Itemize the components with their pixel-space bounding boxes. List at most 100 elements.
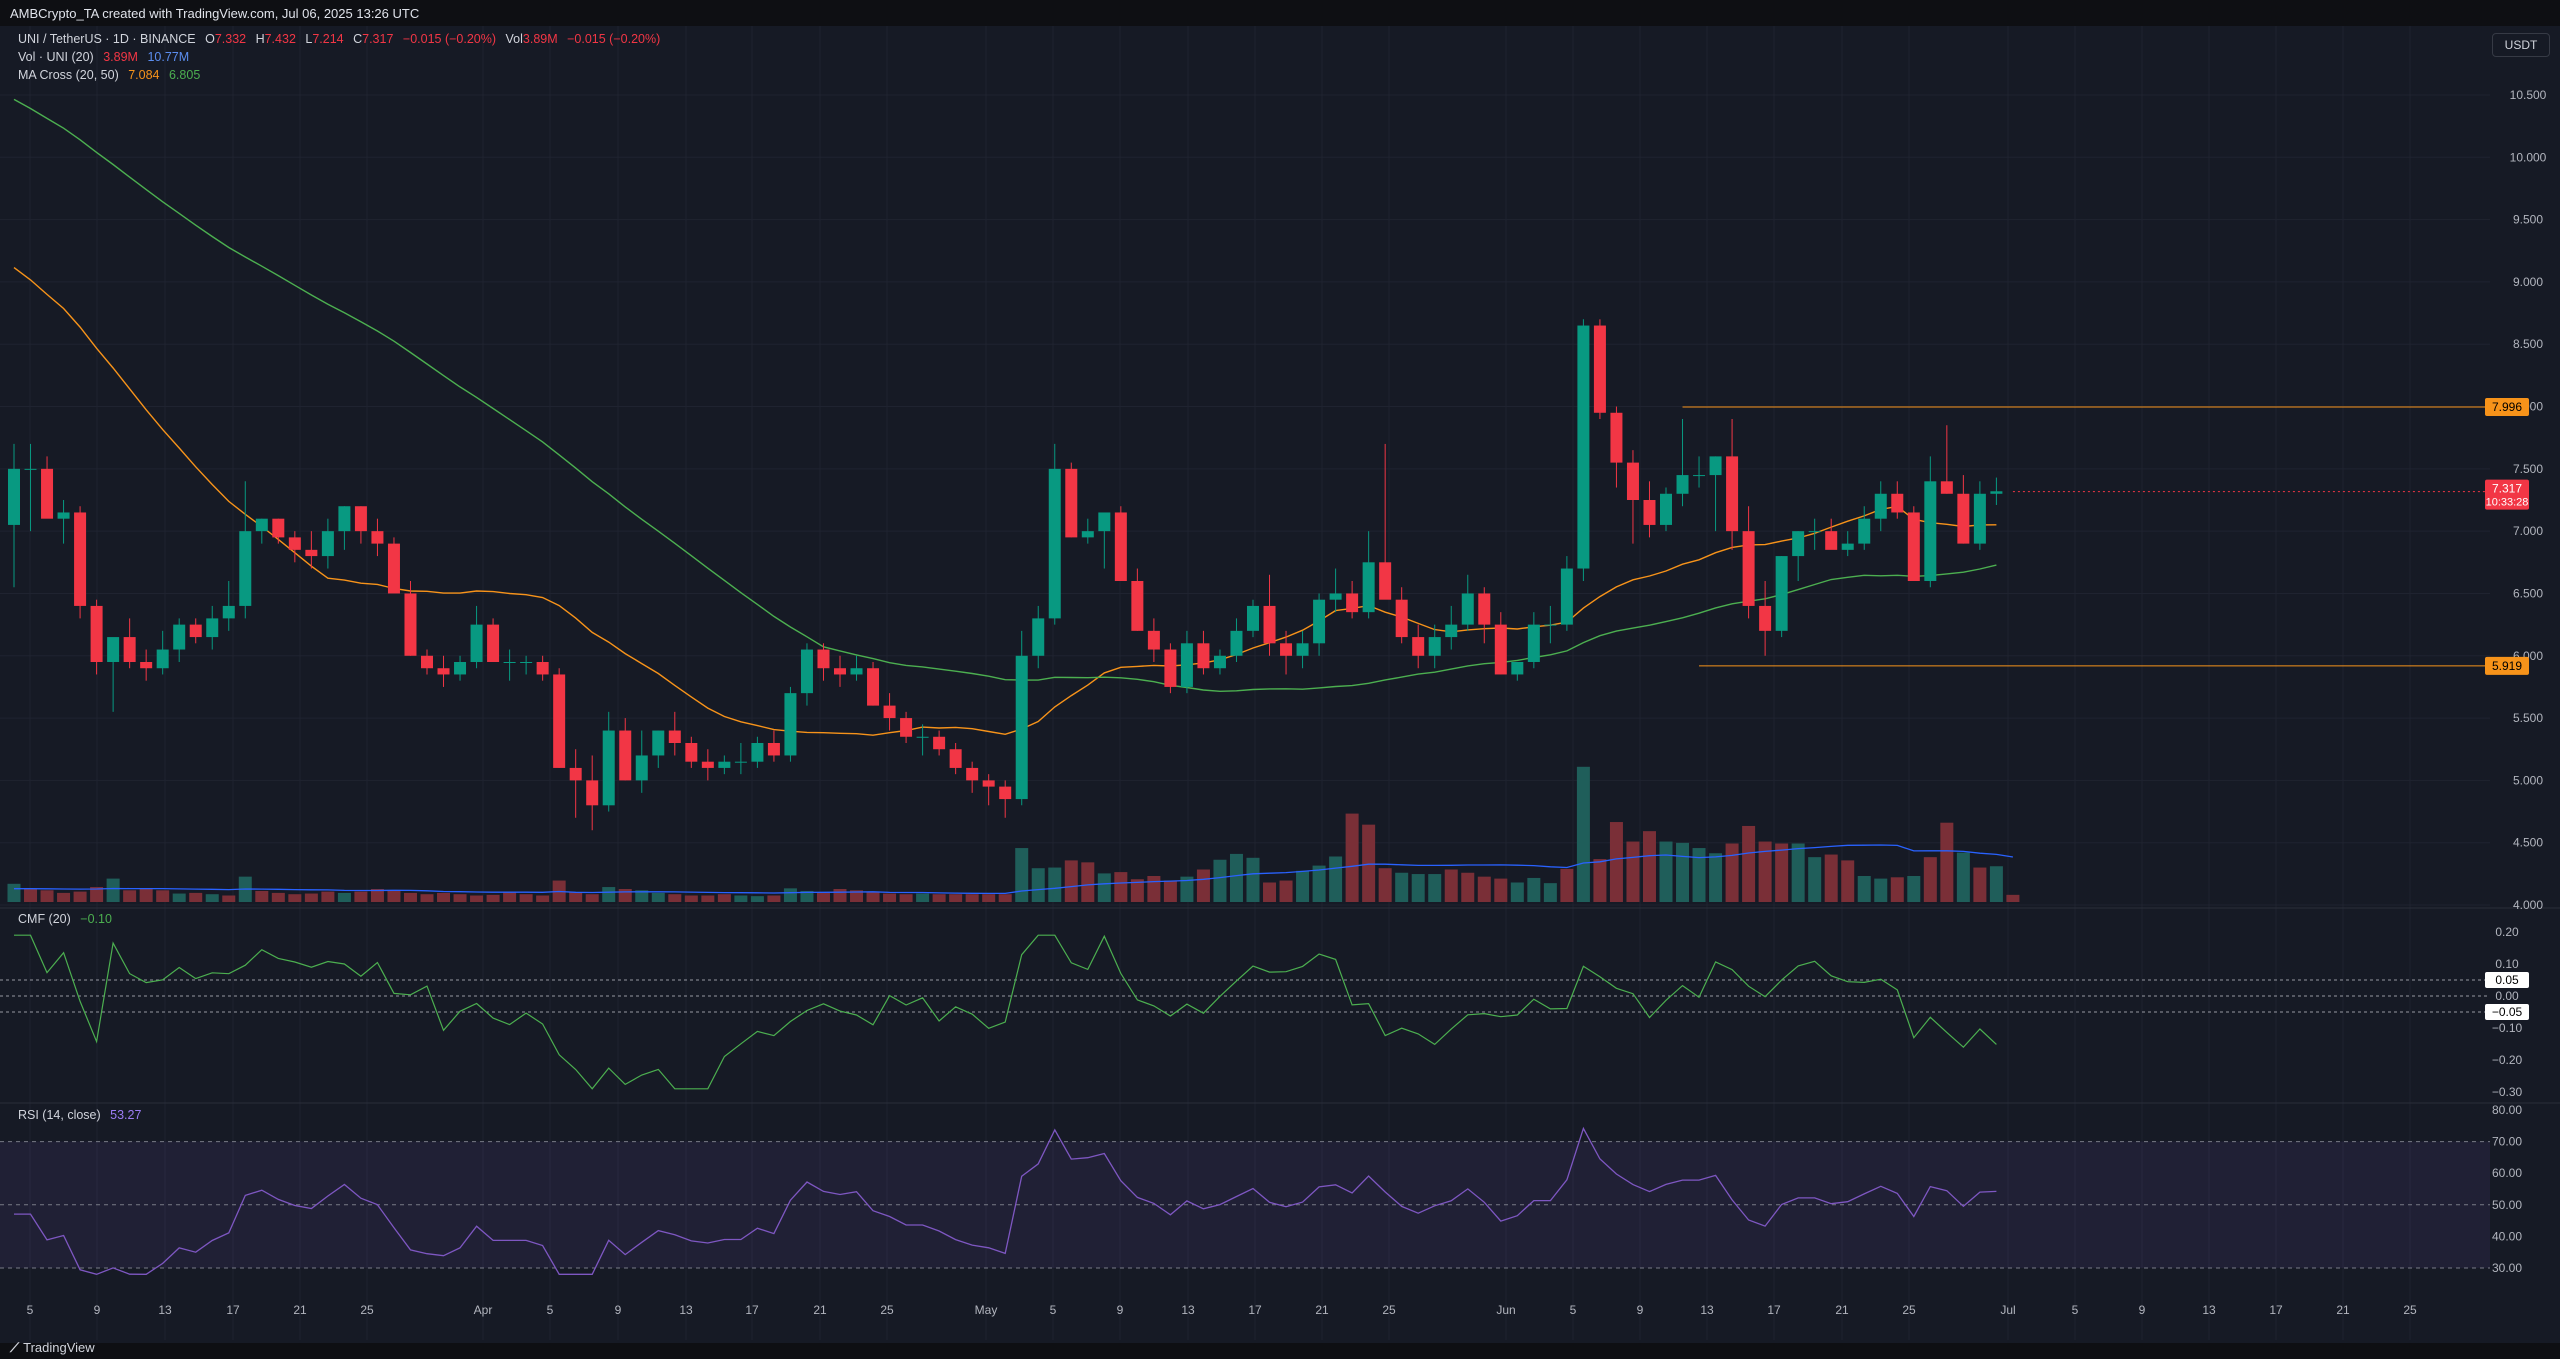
countdown-tag: 10:33:28 bbox=[2486, 497, 2529, 509]
volume-bar bbox=[850, 890, 864, 902]
volume-bar bbox=[1279, 880, 1293, 902]
volume-bar bbox=[602, 887, 616, 902]
volume-indicator-label: Vol · UNI (20) bbox=[18, 50, 94, 64]
volume-bar bbox=[1263, 882, 1277, 902]
candle-body bbox=[387, 543, 400, 594]
candle-body bbox=[1693, 475, 1706, 477]
candle-body bbox=[520, 662, 533, 663]
volume-bar bbox=[1229, 853, 1243, 902]
volume-bars bbox=[7, 766, 2020, 902]
volume-bar bbox=[998, 894, 1012, 902]
candle-body bbox=[1412, 637, 1425, 656]
candle-body bbox=[1874, 493, 1887, 519]
time-tick-label: 25 bbox=[2403, 1303, 2417, 1317]
candle-body bbox=[635, 755, 648, 781]
volume-bar bbox=[1593, 859, 1607, 902]
candle-body bbox=[1395, 599, 1408, 638]
time-tick-label: 13 bbox=[679, 1303, 693, 1317]
currency-button[interactable]: USDT bbox=[2492, 33, 2550, 57]
rsi-tick-label: 80.00 bbox=[2492, 1103, 2522, 1117]
time-tick-label: 9 bbox=[615, 1303, 622, 1317]
price-tick-label: 6.500 bbox=[2513, 586, 2543, 600]
volume-bar bbox=[1180, 876, 1194, 902]
candle-body bbox=[57, 512, 70, 519]
candle-body bbox=[1362, 562, 1375, 613]
time-tick-label: May bbox=[975, 1303, 998, 1317]
candle-body bbox=[503, 662, 516, 663]
candle-body bbox=[272, 518, 285, 538]
candle-body bbox=[107, 637, 120, 662]
volume-bar bbox=[866, 892, 880, 902]
indicator-lines bbox=[13, 98, 2490, 1275]
candle-body bbox=[404, 593, 417, 656]
time-tick-label: 25 bbox=[1902, 1303, 1916, 1317]
price-tick-label: 4.000 bbox=[2513, 898, 2543, 912]
volume-bar bbox=[767, 895, 781, 902]
candle-body bbox=[1280, 643, 1293, 656]
volume-bar bbox=[337, 892, 351, 902]
time-tick-label: Apr bbox=[474, 1303, 493, 1317]
volume-bar bbox=[1989, 866, 2003, 902]
candle-body bbox=[470, 624, 483, 662]
candle-body bbox=[800, 649, 813, 694]
volume-bar bbox=[883, 893, 897, 902]
volume-legend[interactable]: Vol · UNI (20) 3.89M 10.77M bbox=[18, 50, 195, 64]
cmf-ref-tag-bg bbox=[2485, 1004, 2529, 1020]
cmf-ref-tag-bg bbox=[2485, 972, 2529, 988]
candle-body bbox=[1660, 493, 1672, 525]
candle-body bbox=[1015, 655, 1028, 800]
time-tick-label: 21 bbox=[813, 1303, 827, 1317]
volume-bar bbox=[222, 895, 236, 902]
volume-bar bbox=[618, 889, 632, 902]
volume-bar bbox=[1659, 841, 1673, 902]
candle-body bbox=[1445, 624, 1458, 638]
volume-bar bbox=[57, 892, 71, 902]
candle-body bbox=[916, 736, 929, 738]
chart-credit-title: AMBCrypto_TA created with TradingView.co… bbox=[10, 6, 420, 21]
candle-body bbox=[718, 761, 731, 768]
low-label: L bbox=[305, 32, 313, 46]
time-tick-label: 25 bbox=[1382, 1303, 1396, 1317]
candle-body bbox=[1924, 481, 1937, 581]
volume-bar bbox=[403, 892, 417, 902]
ma-cross-legend[interactable]: MA Cross (20, 50) 7.084 6.805 bbox=[18, 68, 206, 82]
candle-body bbox=[1494, 624, 1507, 675]
candle-body bbox=[1544, 624, 1557, 626]
volume-bar bbox=[1808, 857, 1822, 902]
volume-bar bbox=[1923, 857, 1937, 902]
volume-bar bbox=[470, 895, 484, 902]
close-value: 7.317 bbox=[362, 32, 394, 46]
candle-body bbox=[1213, 655, 1226, 669]
open-value: 7.332 bbox=[214, 32, 247, 46]
volume-bar bbox=[965, 894, 979, 902]
candle-body bbox=[553, 674, 566, 768]
high-value: 7.432 bbox=[264, 32, 296, 46]
price-tick-label: 9.500 bbox=[2513, 213, 2543, 227]
volume-bar bbox=[1609, 822, 1623, 902]
rsi-line bbox=[14, 1126, 1997, 1275]
candle-body bbox=[371, 531, 384, 544]
candle-body bbox=[1891, 493, 1904, 513]
volume-bar bbox=[1890, 877, 1904, 902]
volume-bar bbox=[139, 889, 153, 902]
volume-bar bbox=[750, 896, 764, 902]
volume-ma-line bbox=[14, 844, 2014, 895]
volume-bar bbox=[1081, 862, 1095, 902]
rsi-legend[interactable]: RSI (14, close) 53.27 bbox=[18, 1108, 147, 1122]
volume-bar bbox=[453, 894, 467, 902]
volume-bar bbox=[1560, 868, 1574, 902]
resistance-tag-bg bbox=[2485, 398, 2529, 417]
cmf-legend[interactable]: CMF (20) −0.10 bbox=[18, 912, 118, 926]
candle-body bbox=[668, 730, 681, 743]
candle-body bbox=[1907, 512, 1920, 581]
ma-cross-label: MA Cross (20, 50) bbox=[18, 68, 119, 82]
volume-bar bbox=[651, 892, 665, 902]
volume-bar bbox=[437, 892, 451, 902]
cmf-tick-label: 0.10 bbox=[2495, 957, 2519, 971]
support-tag: 5.919 bbox=[2492, 659, 2522, 673]
rsi-band bbox=[0, 1141, 2490, 1268]
candle-body bbox=[1940, 481, 1953, 494]
candle-body bbox=[1032, 618, 1045, 656]
volume-bar bbox=[7, 883, 21, 902]
